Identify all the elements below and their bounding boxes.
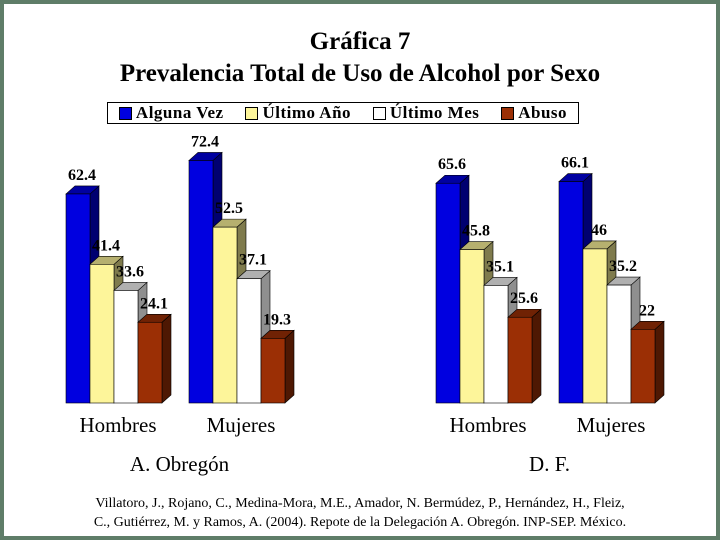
bar-d-f-mujeres-alguna-vez [558,181,584,404]
bar-d-f-hombres-ultimo-ano-value-label: 45.8 [462,223,490,240]
bar-a-obregon-hombres-abuso-side [161,313,172,404]
chart-title: Gráfica 7 [309,28,411,55]
bar-d-f-hombres-abuso [507,316,533,404]
group-label-d-f: D. F. [529,452,570,476]
category-label-d-f-mujeres: Mujeres [577,413,646,437]
bar-d-f-hombres-ultimo-ano [459,249,485,404]
bar-a-obregon-mujeres-ultimo-ano [212,226,238,404]
bar-d-f-mujeres-ultimo-mes-value-label: 35.2 [609,258,637,275]
bar-d-f-hombres-abuso-value-label: 25.6 [510,290,538,307]
bar-d-f-mujeres-alguna-vez-value-label: 66.1 [561,155,589,172]
legend-swatch-ultimo-ano [245,106,259,120]
bar-a-obregon-mujeres-alguna-vez-value-label: 72.4 [191,133,219,150]
legend-item-alguna-vez: Alguna Vez [118,103,224,123]
legend-item-ultimo-ano: Último Año [245,103,351,123]
bar-d-f-hombres-alguna-vez [435,182,461,404]
category-label-d-f-hombres: Hombres [450,413,527,437]
citation-footer: Villatoro, J., Rojano, C., Medina-Mora, … [40,494,680,532]
bar-a-obregon-mujeres-ultimo-mes [236,278,262,404]
bar-a-obregon-hombres-abuso-value-label: 24.1 [140,295,168,312]
chart-subtitle: Prevalencia Total de Uso de Alcohol por … [119,60,601,87]
bar-d-f-hombres-abuso-side [531,308,542,404]
legend-item-abuso: Abuso [501,103,567,123]
bar-a-obregon-hombres-ultimo-ano-value-label: 41.4 [92,237,120,254]
bar-d-f-mujeres-abuso [630,328,656,404]
legend-item-ultimo-mes: Último Mes [372,103,480,123]
legend-label-alguna-vez: Alguna Vez [135,103,224,122]
category-label-a-obregon-hombres: Hombres [80,413,157,437]
bar-a-obregon-mujeres-ultimo-mes-value-label: 37.1 [239,252,267,269]
legend: Alguna Vez Último Año Último Mes Abuso [107,102,579,124]
bar-a-obregon-mujeres-abuso-value-label: 19.3 [263,311,291,328]
legend-swatch-abuso [501,106,515,120]
bar-a-obregon-hombres-ultimo-ano [89,264,115,404]
bar-d-f-mujeres-ultimo-mes [606,284,632,404]
bar-a-obregon-hombres-alguna-vez [65,193,91,404]
category-label-a-obregon-mujeres: Mujeres [207,413,276,437]
group-label-a-obregon: A. Obregón [130,452,230,476]
bar-d-f-hombres-ultimo-mes [483,285,509,404]
bar-d-f-hombres-ultimo-mes-value-label: 35.1 [486,258,514,275]
bar-d-f-hombres-alguna-vez-value-label: 65.6 [438,156,466,173]
bar-d-f-mujeres-abuso-value-label: 22 [639,302,655,319]
bar-a-obregon-hombres-alguna-vez-value-label: 62.4 [68,167,96,184]
citation-line-1: Villatoro, J., Rojano, C., Medina-Mora, … [95,496,625,511]
bar-d-f-mujeres-ultimo-ano-value-label: 46 [591,222,607,239]
bar-d-f-mujeres-abuso-side [654,320,665,404]
bar-a-obregon-hombres-ultimo-mes-value-label: 33.6 [116,263,144,280]
citation-line-2: C., Gutiérrez, M. y Ramos, A. (2004). Re… [93,515,627,530]
bar-a-obregon-mujeres-ultimo-ano-value-label: 52.5 [215,200,243,217]
legend-label-abuso: Abuso [518,103,568,122]
legend-label-ultimo-ano: Último Año [262,103,352,122]
legend-swatch-ultimo-mes [372,106,386,120]
bar-a-obregon-hombres-ultimo-mes [113,290,139,404]
bar-a-obregon-hombres-abuso [137,321,163,404]
legend-label-ultimo-mes: Último Mes [389,103,480,122]
bar-a-obregon-mujeres-abuso [260,338,286,404]
legend-swatch-alguna-vez [118,106,132,120]
bar-a-obregon-mujeres-alguna-vez [188,160,214,404]
bar-d-f-mujeres-ultimo-ano [582,248,608,404]
bar-a-obregon-mujeres-abuso-side [284,329,295,404]
